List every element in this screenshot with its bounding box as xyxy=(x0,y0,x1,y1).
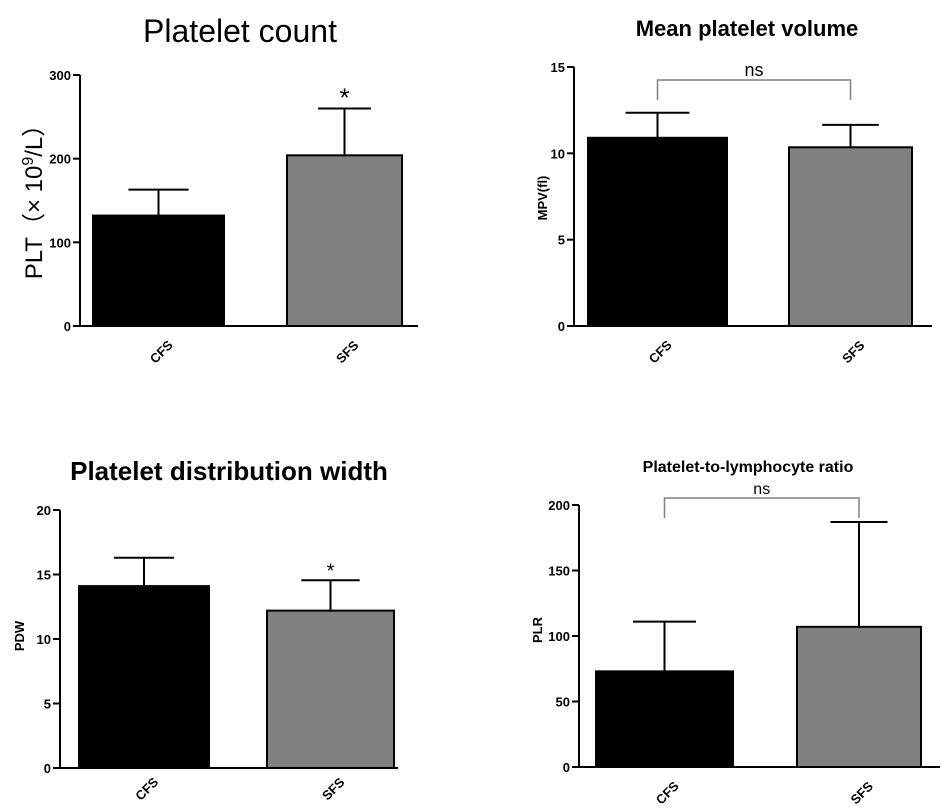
panel-platelet-to-lymphocyte-ratio: Platelet-to-lymphocyte ratio PLR 0 50 100 1… xyxy=(530,459,940,807)
category-labels: CFS SFS xyxy=(646,337,868,366)
bar-sfs xyxy=(286,154,403,327)
category-label-cfs: CFS xyxy=(132,774,161,803)
bars xyxy=(92,107,403,327)
significance-asterisk: * xyxy=(327,560,335,582)
panel-mean-platelet-volume: Mean platelet volume MPV(fl) 0 5 10 15 CFS S… xyxy=(535,16,932,366)
category-labels: CFS SFS xyxy=(132,774,347,803)
bars xyxy=(78,556,395,769)
significance-bracket xyxy=(656,79,852,100)
y-tick-label: 100 xyxy=(548,629,570,644)
bar-sfs xyxy=(266,609,395,769)
y-tick-label: 15 xyxy=(37,568,51,583)
annotations: ns xyxy=(663,481,860,518)
y-axis-label: MPV(fl) xyxy=(535,176,550,221)
chart-title: Platelet count xyxy=(143,13,337,49)
annotations: ns xyxy=(656,60,852,100)
bars xyxy=(595,521,922,769)
category-label-cfs: CFS xyxy=(147,337,176,366)
y-tick-label: 200 xyxy=(548,498,570,513)
bar-sfs xyxy=(788,146,913,327)
bar-cfs xyxy=(92,214,225,327)
category-label-cfs: CFS xyxy=(646,337,675,366)
y-tick-label: 15 xyxy=(551,60,565,75)
bars xyxy=(587,111,913,327)
chart-title: Mean platelet volume xyxy=(636,16,859,41)
bar-cfs xyxy=(595,670,734,768)
annotations: * xyxy=(339,82,349,112)
panel-platelet-count: Platelet count PLT（× 109/L） 0 100 200 300 C… xyxy=(20,13,418,366)
y-ticks: 0 5 10 15 20 xyxy=(37,503,60,776)
chart-title: Platelet distribution width xyxy=(70,456,388,486)
bar-cfs xyxy=(587,136,728,327)
significance-label: ns xyxy=(753,481,770,498)
category-labels: CFS SFS xyxy=(147,337,362,366)
y-tick-label: 0 xyxy=(44,761,51,776)
category-labels: CFS SFS xyxy=(653,778,876,807)
y-tick-label: 50 xyxy=(556,695,570,710)
bar-cfs xyxy=(78,585,210,769)
y-tick-label: 150 xyxy=(548,564,570,579)
y-ticks: 0 5 10 15 xyxy=(551,60,574,334)
y-tick-label: 10 xyxy=(37,632,51,647)
category-label-sfs: SFS xyxy=(848,778,877,807)
y-tick-label: 0 xyxy=(563,760,570,775)
category-label-sfs: SFS xyxy=(333,337,362,366)
y-axis-label: PDW xyxy=(12,620,27,651)
y-tick-label: 0 xyxy=(64,319,71,334)
category-label-cfs: CFS xyxy=(653,778,682,807)
bar-sfs xyxy=(796,625,922,769)
y-ticks: 0 50 100 150 200 xyxy=(548,498,579,775)
y-tick-label: 10 xyxy=(551,146,565,161)
y-tick-label: 5 xyxy=(558,233,565,248)
annotations: * xyxy=(327,560,335,582)
panel-platelet-distribution-width: Platelet distribution width PDW 0 5 10 15 20… xyxy=(12,456,398,803)
significance-asterisk: * xyxy=(339,82,349,112)
y-tick-label: 100 xyxy=(49,235,71,250)
y-tick-label: 200 xyxy=(49,152,71,167)
y-axis-label: PLT（× 109/L） xyxy=(20,113,48,280)
y-axis-label: PLR xyxy=(530,616,545,643)
y-tick-label: 300 xyxy=(49,68,71,83)
y-ticks: 0 100 200 300 xyxy=(49,68,80,334)
significance-bracket xyxy=(663,497,860,518)
y-tick-label: 0 xyxy=(558,319,565,334)
y-tick-label: 20 xyxy=(37,503,51,518)
category-label-sfs: SFS xyxy=(839,337,868,366)
chart-title: Platelet-to-lymphocyte ratio xyxy=(643,459,854,476)
y-tick-label: 5 xyxy=(44,697,51,712)
significance-label: ns xyxy=(744,60,763,80)
category-label-sfs: SFS xyxy=(319,774,348,803)
